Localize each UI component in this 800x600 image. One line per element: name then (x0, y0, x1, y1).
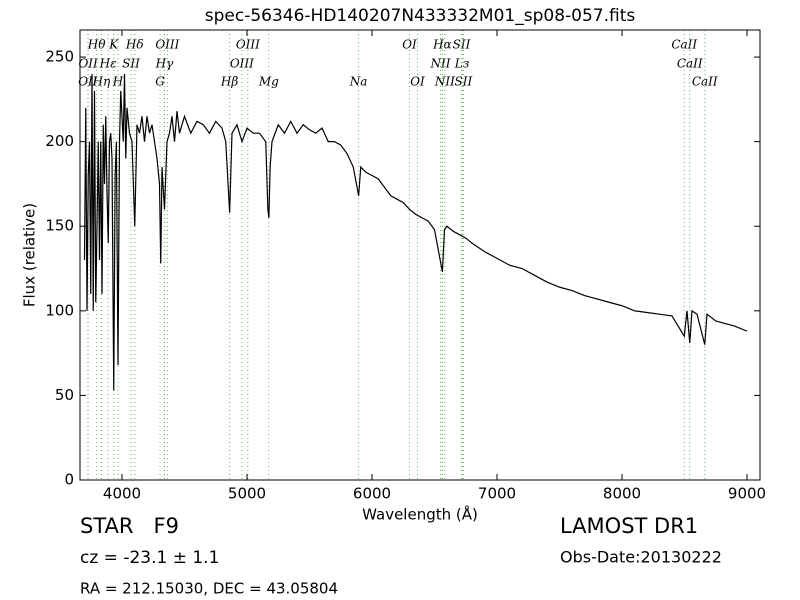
spectral-line-label: NII (430, 57, 451, 71)
spectral-line-label: SII (455, 75, 473, 89)
y-tick-label: 50 (55, 386, 74, 404)
x-tick-label: 6000 (353, 485, 391, 503)
spectral-line-label: OIII (230, 57, 254, 71)
object-class: STAR F9 (80, 514, 179, 538)
x-tick-label: 9000 (728, 485, 766, 503)
spectral-line-label: K (108, 38, 119, 52)
spectral-line-label: CaII (677, 57, 703, 71)
x-tick-label: 4000 (103, 485, 141, 503)
obs-date: Obs-Date:20130222 (560, 548, 722, 567)
spectral-line-label: CaII (692, 75, 718, 89)
spectral-line-label: Mg (258, 75, 279, 89)
spectral-line-label: Hδ (125, 38, 144, 52)
spectrum-line (83, 73, 748, 391)
spectral-line-label: OI (402, 38, 417, 52)
spectral-line-label: OII (78, 57, 98, 71)
plot-frame (79, 29, 761, 481)
spectral-line-label: Hθ (87, 38, 106, 52)
spectral-line-label: OII (78, 75, 98, 89)
spectral-line-label: Hβ (220, 75, 238, 89)
y-tick-label: 150 (45, 217, 74, 235)
spectral-line-label: OIII (155, 38, 179, 52)
spectral-line-label: Hε (99, 57, 117, 71)
y-tick-label: 250 (45, 48, 74, 66)
coordinates: RA = 212.15030, DEC = 43.05804 (80, 580, 338, 598)
spectral-line-label: Hα (432, 38, 452, 52)
spectral-line-label: OI (410, 75, 425, 89)
spectral-line-label: CaII (671, 38, 697, 52)
x-tick-label: 8000 (603, 485, 641, 503)
spectral-line-label: SII (122, 57, 140, 71)
spectral-line-label: H (112, 75, 124, 89)
y-axis-label: Flux (relative) (21, 203, 39, 307)
spectral-line-label: G (155, 75, 165, 89)
spectral-line-label: Hγ (155, 57, 174, 71)
redshift: cz = -23.1 ± 1.1 (80, 548, 219, 568)
spectral-line-label: Hη (92, 75, 111, 89)
y-tick-label: 0 (64, 471, 74, 489)
spectral-line-label: OIII (236, 38, 260, 52)
spectral-line-label: NII (434, 75, 455, 89)
y-tick-label: 200 (45, 132, 74, 150)
x-tick-label: 5000 (228, 485, 266, 503)
survey: LAMOST DR1 (560, 514, 698, 538)
x-tick-label: 7000 (478, 485, 516, 503)
spectral-line-label: Lз (454, 57, 470, 71)
y-tick-label: 100 (45, 301, 74, 319)
spectral-line-label: Na (349, 75, 368, 89)
chart-title: spec-56346-HD140207N433332M01_sp08-057.f… (205, 6, 636, 26)
spectral-line-label: SII (453, 38, 471, 52)
x-axis-label: Wavelength (Å) (362, 505, 478, 524)
